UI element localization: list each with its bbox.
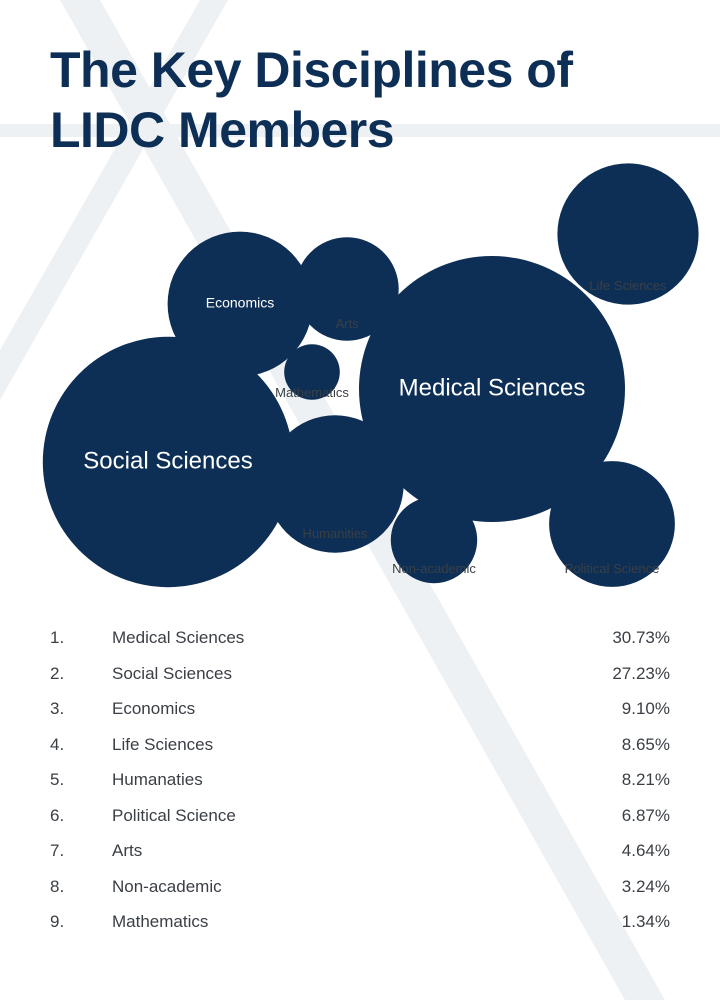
ranking-number: 8. <box>50 876 65 896</box>
ranking-value: 4.64% <box>621 841 670 860</box>
ranking-label: Medical Sciences <box>112 628 245 647</box>
bubble-label-life-sciences: Life Sciences <box>589 278 667 293</box>
ranking-row: 4. Life Sciences 8.65% <box>50 727 670 763</box>
ranking-label: Economics <box>112 699 196 718</box>
ranking-row: 6. Political Science 6.87% <box>50 798 670 834</box>
bubble-life-sciences <box>557 163 699 305</box>
ranking-label: Humanaties <box>112 770 203 789</box>
ranking-row: 5. Humanaties 8.21% <box>50 762 670 798</box>
ranking-number: 7. <box>50 841 65 860</box>
bubble-social-sciences <box>42 336 294 588</box>
ranking-value: 3.24% <box>621 876 670 896</box>
ranking-label: Social Sciences <box>112 663 233 683</box>
ranking-value: 1.34% <box>621 912 670 931</box>
bubble-mathematics <box>284 344 340 400</box>
ranking-row: 1. Medical Sciences 30.73% <box>50 620 670 656</box>
ranking-value: 8.65% <box>621 734 670 754</box>
bubble-medical-sciences <box>359 256 625 522</box>
ranking-value: 8.21% <box>621 770 670 789</box>
bubble-arts <box>295 237 399 341</box>
ranking-number: 3. <box>50 699 65 718</box>
ranking-list: 1. Medical Sciences 30.73% 2. Social Science… <box>50 620 670 940</box>
bubble-non-academic <box>390 496 478 584</box>
bubble-humanities <box>266 415 404 553</box>
ranking-label: Mathematics <box>112 912 209 931</box>
bubble-label-mathematics: Mathematics <box>275 385 349 400</box>
ranking-row: 3. Economics 9.10% <box>50 691 670 727</box>
ranking-value: 30.73% <box>612 628 670 647</box>
bubble-label-economics: Economics <box>206 295 274 311</box>
ranking-number: 2. <box>50 663 65 683</box>
ranking-number: 1. <box>50 628 65 647</box>
bubble-chart: Life Sciences Economics Arts Medical Scienc… <box>42 163 699 588</box>
ranking-label: Political Science <box>112 805 236 825</box>
ranking-value: 9.10% <box>621 699 670 718</box>
bubble-label-social-sciences: Social Sciences <box>83 447 252 474</box>
bubble-label-political-science: Political Science <box>565 561 660 576</box>
bubble-label-humanities: Humanities <box>302 526 368 541</box>
ranking-label: Non-academic <box>112 876 222 896</box>
ranking-row: 8. Non-academic 3.24% <box>50 869 670 905</box>
page-title: The Key Disciplines of LIDC Members <box>50 42 573 158</box>
bubble-label-arts: Arts <box>335 316 359 331</box>
ranking-value: 6.87% <box>621 805 670 825</box>
bubble-political-science <box>549 461 675 587</box>
ranking-value: 27.23% <box>612 663 670 683</box>
ranking-row: 7. Arts 4.64% <box>50 833 670 869</box>
bubble-label-medical-sciences: Medical Sciences <box>399 374 586 401</box>
ranking-label: Arts <box>112 841 143 860</box>
ranking-number: 4. <box>50 734 65 754</box>
ranking-number: 5. <box>50 770 65 789</box>
background-stripe <box>0 124 720 137</box>
ranking-row: 9. Mathematics 1.34% <box>50 904 670 940</box>
ranking-number: 9. <box>50 912 65 931</box>
ranking-row: 2. Social Sciences 27.23% <box>50 656 670 692</box>
ranking-label: Life Sciences <box>112 734 214 754</box>
bubble-label-non-academic: Non-academic <box>392 561 476 576</box>
bubble-economics <box>167 231 313 377</box>
background-stripe <box>0 0 228 400</box>
ranking-number: 6. <box>50 805 65 825</box>
